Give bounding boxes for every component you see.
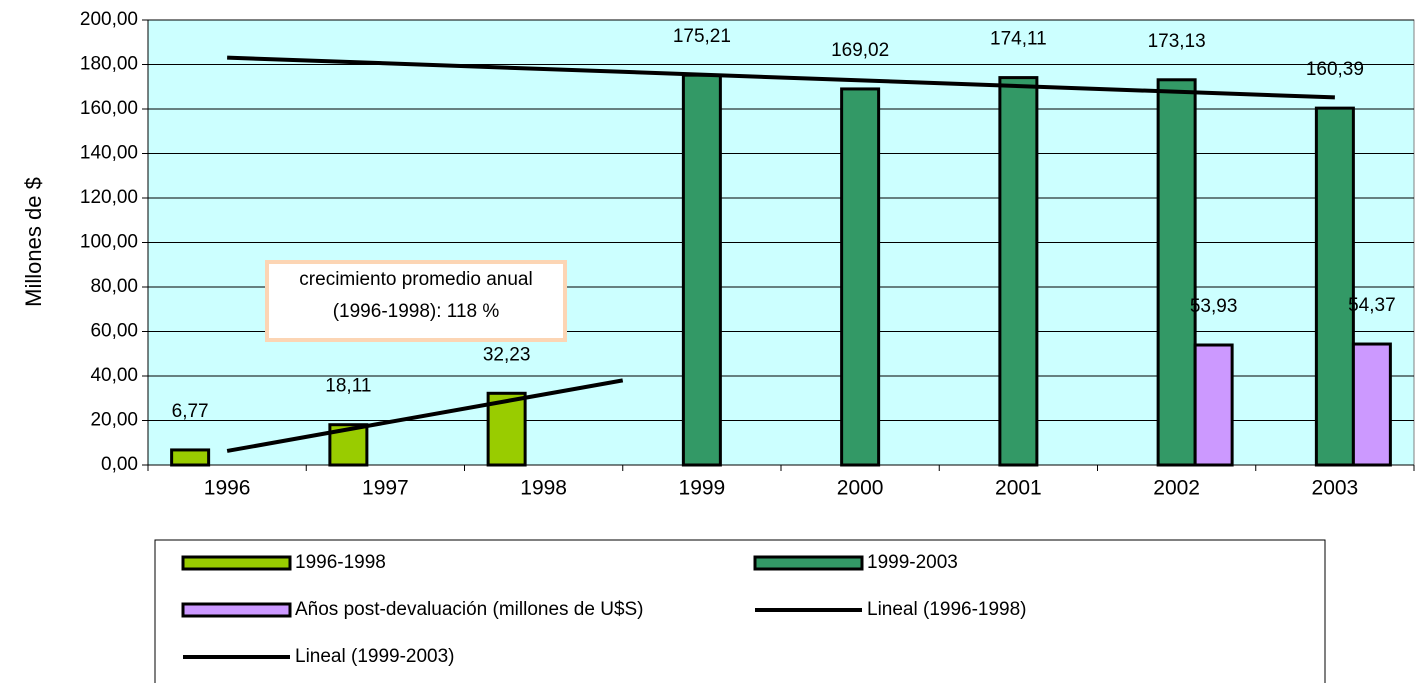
data-label: 174,11 [990,29,1047,50]
legend [154,539,1326,683]
bar [1351,342,1392,467]
data-label: 6,77 [172,401,209,422]
data-label: 160,39 [1306,59,1364,80]
y-tick-label: 100,00 [80,232,138,253]
y-tick-label: 160,00 [80,98,138,119]
bar [681,73,722,467]
x-tick-label: 1999 [679,477,726,500]
legend-label: Años post-devaluación (millones de U$S) [295,599,644,620]
trend-line [226,378,624,453]
y-tick-label: 180,00 [80,54,138,75]
data-label: 32,23 [483,344,531,365]
legend-swatch [181,602,292,618]
y-tick-label: 40,00 [90,365,138,386]
legend-label: Lineal (1996-1998) [867,599,1027,620]
bar [486,391,527,467]
x-tick-label: 2003 [1312,477,1359,500]
x-tick-label: 2001 [995,477,1042,500]
bar [170,448,211,467]
y-tick-label: 80,00 [90,276,138,297]
x-tick-label: 1996 [204,477,251,500]
y-tick-label: 0,00 [101,454,138,475]
legend-swatch [753,555,864,571]
legend-label: Lineal (1999-2003) [295,646,455,667]
data-label: 169,02 [831,40,889,61]
x-tick-label: 2002 [1153,477,1200,500]
annotation-box [265,260,567,342]
data-label: 18,11 [325,376,371,397]
legend-label: 1999-2003 [867,552,958,573]
bar [840,87,881,467]
trend-line [227,55,1335,100]
data-label: 175,21 [673,26,731,47]
data-label: 53,93 [1190,296,1238,317]
data-label: 173,13 [1148,31,1206,52]
bar [1193,343,1234,467]
bar [998,76,1039,467]
y-tick-label: 200,00 [80,9,138,30]
y-tick-label: 120,00 [80,187,138,208]
annotation-text: crecimiento promedio anual [299,269,532,290]
x-tick-label: 1998 [520,477,567,500]
bar [1314,106,1355,467]
y-axis-label: Millones de $ [21,177,46,307]
y-tick-label: 140,00 [80,143,138,164]
y-tick-label: 60,00 [90,321,138,342]
bar [1156,78,1197,467]
y-tick-label: 20,00 [90,410,138,431]
x-tick-label: 2000 [837,477,884,500]
x-tick-label: 1997 [362,477,409,500]
legend-label: 1996-1998 [295,552,386,573]
annotation-text: (1996-1998): 118 % [333,301,500,322]
data-label: 54,37 [1348,295,1396,316]
legend-swatch [181,555,292,571]
